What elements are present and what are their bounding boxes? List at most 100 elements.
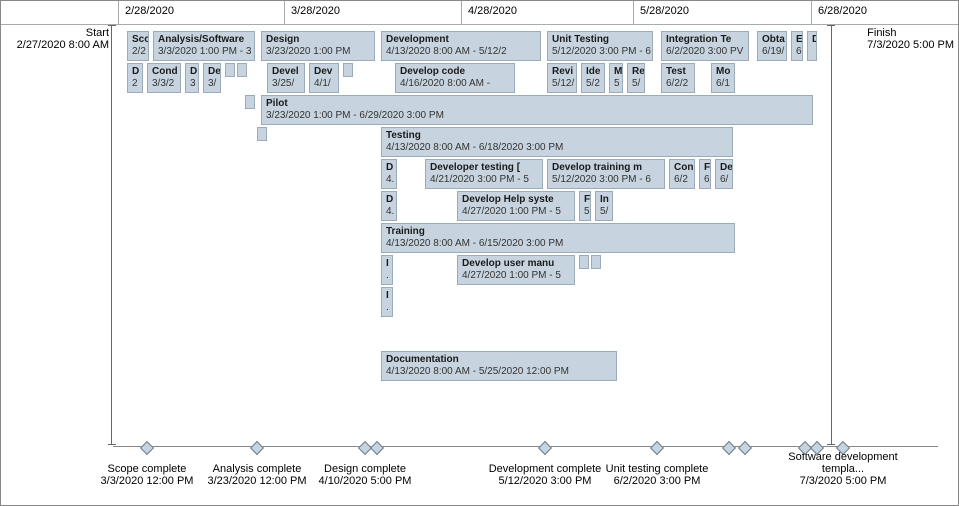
task-dates: 2 [132,78,138,90]
task-dates: 3/25/ [272,78,300,90]
task-title: Sco [132,34,144,46]
task-title: Cond [152,66,176,78]
task-bar[interactable]: Ide5/2 [581,63,605,93]
task-dates: 5 [614,78,618,90]
task-bar[interactable]: D [807,31,817,61]
task-title: Develop training m [552,162,660,174]
task-title: Documentation [386,354,612,366]
task-bar[interactable]: In5/ [595,191,613,221]
task-bar[interactable] [225,63,235,77]
task-dates: 6/2/2 [666,78,690,90]
task-title: M [614,66,618,78]
milestone-date: 7/3/2020 5:00 PM [773,475,913,487]
task-dates: 5/2 [586,78,600,90]
task-dates: 6/2 [674,174,690,186]
task-title: D [190,66,194,78]
task-bar[interactable]: I. [381,287,393,317]
task-title: Develop Help syste [462,194,570,206]
task-dates: 6/1 [716,78,730,90]
task-title: Develop code [400,66,510,78]
task-dates: 5 [584,206,586,218]
task-bar[interactable]: Con6/2 [669,159,695,189]
milestone-label: Design complete4/10/2020 5:00 PM [295,463,435,487]
task-dates: 4/16/2020 8:00 AM - [400,78,510,90]
task-dates: 3/23/2020 1:00 PM - 6/29/2020 3:00 PM [266,110,808,122]
task-bar[interactable]: Mo6/1 [711,63,735,93]
task-dates: 6/2/2020 3:00 PV [666,46,744,58]
task-bar[interactable]: Obta6/19/ [757,31,787,61]
chart-area: Sco2/2Analysis/Software3/3/2020 1:00 PM … [113,25,958,445]
task-bar[interactable]: Analysis/Software3/3/2020 1:00 PM - 3 [153,31,255,61]
task-bar[interactable]: Develop Help syste4/27/2020 1:00 PM - 5 [457,191,575,221]
timeline-header: 2/28/20203/28/20204/28/20205/28/20206/28… [1,1,958,25]
task-title: Development [386,34,536,46]
task-bar[interactable]: F6 [699,159,711,189]
task-bar[interactable]: Develop code4/16/2020 8:00 AM - [395,63,515,93]
task-dates: 6 [796,46,798,58]
task-bar[interactable] [591,255,601,269]
task-dates: 3/3/2 [152,78,176,90]
task-title: F [584,194,586,206]
task-bar[interactable]: D4. [381,159,397,189]
task-bar[interactable]: Pilot3/23/2020 1:00 PM - 6/29/2020 3:00 … [261,95,813,125]
month-header: 4/28/2020 [461,1,523,25]
task-bar[interactable]: De3/ [203,63,221,93]
task-bar[interactable]: Developer testing [4/21/2020 3:00 PM - 5 [425,159,543,189]
task-bar[interactable]: Cond3/3/2 [147,63,181,93]
task-bar[interactable]: D3 [185,63,199,93]
task-bar[interactable]: Testing4/13/2020 8:00 AM - 6/18/2020 3:0… [381,127,733,157]
task-bar[interactable]: Revi5/12/ [547,63,577,93]
task-bar[interactable] [257,127,267,141]
task-title: Obta [762,34,782,46]
task-bar[interactable]: Unit Testing5/12/2020 3:00 PM - 6 [547,31,653,61]
task-bar[interactable]: I. [381,255,393,285]
task-bar[interactable]: D2 [127,63,143,93]
task-title: Analysis/Software [158,34,250,46]
task-bar[interactable]: De6/ [715,159,733,189]
task-bar[interactable] [237,63,247,77]
milestone-label: Unit testing complete6/2/2020 3:00 PM [587,463,727,487]
task-bar[interactable]: Documentation4/13/2020 8:00 AM - 5/25/20… [381,351,617,381]
task-bar[interactable] [579,255,589,269]
task-bar[interactable]: Devel3/25/ [267,63,305,93]
task-bar[interactable]: Test6/2/2 [661,63,695,93]
milestone-date: 4/10/2020 5:00 PM [295,475,435,487]
milestone-title: Software development templa... [773,451,913,475]
task-dates: 4/1/ [314,78,334,90]
milestone-label: Software development templa...7/3/2020 5… [773,451,913,487]
month-header: 6/28/2020 [811,1,873,25]
month-header: 5/28/2020 [633,1,695,25]
task-title: In [600,194,608,206]
task-dates: 4/13/2020 8:00 AM - 5/12/2 [386,46,536,58]
task-bar[interactable]: Re5/ [627,63,645,93]
task-bar[interactable]: M5 [609,63,623,93]
task-title: Training [386,226,730,238]
task-bar[interactable]: Develop user manu4/27/2020 1:00 PM - 5 [457,255,575,285]
task-bar[interactable]: Development4/13/2020 8:00 AM - 5/12/2 [381,31,541,61]
task-bar[interactable]: D4. [381,191,397,221]
task-dates: 3/23/2020 1:00 PM [266,46,370,58]
start-date: 2/27/2020 8:00 AM [1,39,109,51]
task-title: E [796,34,798,46]
task-bar[interactable]: Sco2/2 [127,31,149,61]
task-dates: 4/27/2020 1:00 PM - 5 [462,270,570,282]
task-title: D [386,194,392,206]
task-title: Devel [272,66,300,78]
task-title: Mo [716,66,730,78]
task-dates: 6/ [720,174,728,186]
task-bar[interactable]: E6 [791,31,803,61]
task-bar[interactable]: Dev4/1/ [309,63,339,93]
task-bar[interactable]: Training4/13/2020 8:00 AM - 6/15/2020 3:… [381,223,735,253]
task-bar[interactable] [245,95,255,109]
task-title: De [208,66,216,78]
task-bar[interactable]: Integration Te6/2/2020 3:00 PV [661,31,749,61]
task-bar[interactable]: Design3/23/2020 1:00 PM [261,31,375,61]
task-bar[interactable]: F5 [579,191,591,221]
month-header: 2/28/2020 [118,1,180,25]
task-dates: 4/13/2020 8:00 AM - 6/18/2020 3:00 PM [386,142,728,154]
milestone-date: 6/2/2020 3:00 PM [587,475,727,487]
task-dates: 4/13/2020 8:00 AM - 6/15/2020 3:00 PM [386,238,730,250]
task-dates: 5/ [632,78,640,90]
task-bar[interactable] [343,63,353,77]
task-bar[interactable]: Develop training m5/12/2020 3:00 PM - 6 [547,159,665,189]
